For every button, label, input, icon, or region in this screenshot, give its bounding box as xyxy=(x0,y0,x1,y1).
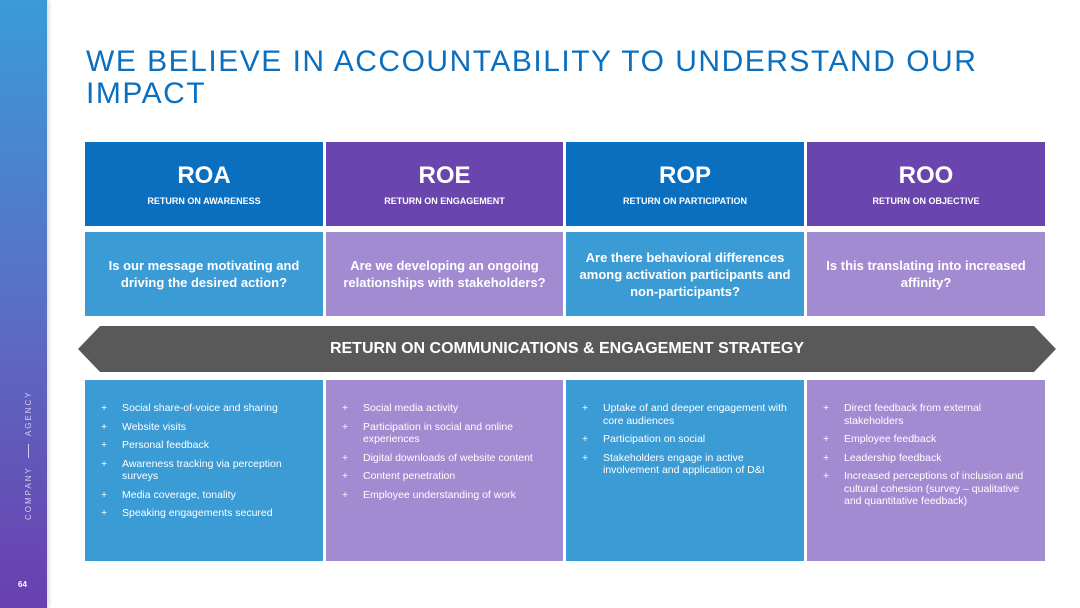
list-item-text: Content penetration xyxy=(363,470,456,482)
metrics-list-rop: + Uptake of and deeper engagement with co… xyxy=(566,380,804,561)
list-item-text: Digital downloads of website content xyxy=(363,451,533,464)
header-roe: ROE RETURN ON ENGAGEMENT xyxy=(326,142,563,226)
list-item: + Participation on social xyxy=(582,433,790,446)
plus-icon: + xyxy=(101,488,108,501)
plus-icon: + xyxy=(823,470,830,482)
plus-icon: + xyxy=(342,402,349,414)
question-roe: Are we developing an ongoing relationshi… xyxy=(326,232,563,316)
question-roo: Is this translating into increased affin… xyxy=(807,232,1045,316)
header-subtitle: RETURN ON ENGAGEMENT xyxy=(384,196,505,206)
list-item: + Leadership feedback xyxy=(823,452,1031,465)
header-abbr: ROE xyxy=(418,162,471,189)
plus-icon: + xyxy=(101,402,108,414)
list-item: + Employee feedback xyxy=(823,433,1031,446)
header-roa: ROA RETURN ON AWARENESS xyxy=(85,142,323,226)
list-item-text: Awareness tracking via perception survey… xyxy=(122,457,282,483)
brand-label: COMPANY AGENCY xyxy=(24,390,33,520)
header-rop: ROP RETURN ON PARTICIPATION xyxy=(566,142,804,226)
list-item: + Personal feedback xyxy=(101,439,309,452)
list-item: + Stakeholders engage in active involveme… xyxy=(582,452,790,477)
list-item: + Awareness tracking via perception surve… xyxy=(101,458,309,483)
list-item-text: Social share-of-voice and sharing xyxy=(122,402,278,414)
plus-icon: + xyxy=(101,420,108,433)
plus-icon: + xyxy=(823,433,830,445)
list-item: + Direct feedback from external stakehold… xyxy=(823,402,1031,427)
plus-icon: + xyxy=(582,402,589,414)
list-item: + Increased perceptions of inclusion and … xyxy=(823,470,1031,508)
plus-icon: + xyxy=(342,451,349,464)
list-item-text: Uptake of and deeper engagement with cor… xyxy=(603,402,787,427)
strategy-arrow-banner xyxy=(78,326,1056,372)
list-item: + Digital downloads of website content xyxy=(342,452,549,465)
list-item-text: Participation on social xyxy=(603,433,706,445)
list-item: + Website visits xyxy=(101,421,309,434)
page-number: 64 xyxy=(18,580,27,589)
list-item-text: Leadership feedback xyxy=(844,451,942,464)
brand-divider xyxy=(28,444,29,459)
brand-agency: AGENCY xyxy=(24,390,33,437)
list-item-text: Participation in social and online exper… xyxy=(363,420,514,446)
list-item-text: Employee feedback xyxy=(844,433,937,445)
question-rop: Are there behavioral differences among a… xyxy=(566,232,804,316)
header-subtitle: RETURN ON PARTICIPATION xyxy=(623,196,747,206)
list-item: + Participation in social and online expe… xyxy=(342,421,549,446)
list-item: + Employee understanding of work xyxy=(342,489,549,502)
header-subtitle: RETURN ON AWARENESS xyxy=(147,196,261,206)
header-subtitle: RETURN ON OBJECTIVE xyxy=(872,196,980,206)
list-item-text: Media coverage, tonality xyxy=(122,488,236,501)
strategy-banner-text: RETURN ON COMMUNICATIONS & ENGAGEMENT ST… xyxy=(329,340,805,357)
list-item: + Content penetration xyxy=(342,470,549,483)
metrics-list-roa: + Social share-of-voice and sharing + Websi… xyxy=(85,380,323,561)
header-abbr: ROP xyxy=(658,162,711,189)
plus-icon: + xyxy=(342,470,349,482)
list-item: + Uptake of and deeper engagement with co… xyxy=(582,402,790,427)
header-abbr: ROO xyxy=(898,162,954,189)
header-abbr: ROA xyxy=(177,162,231,189)
plus-icon: + xyxy=(823,402,830,414)
question-roa: Is our message motivating and driving th… xyxy=(85,232,323,316)
list-item-text: Personal feedback xyxy=(122,439,209,451)
metrics-list-roe: + Social media activity + Participation in … xyxy=(326,380,563,561)
plus-icon: + xyxy=(582,451,589,464)
list-item-text: Direct feedback from external stakeholde… xyxy=(844,402,982,427)
list-item: + Social share-of-voice and sharing xyxy=(101,402,309,415)
list-item-text: Stakeholders engage in active involvemen… xyxy=(603,451,765,477)
slide-title: WE BELIEVE IN ACCOUNTABILITY TO UNDERSTA… xyxy=(86,45,978,110)
plus-icon: + xyxy=(342,420,349,433)
list-item-text: Employee understanding of work xyxy=(363,488,516,501)
plus-icon: + xyxy=(342,488,349,501)
list-item: + Media coverage, tonality xyxy=(101,489,309,502)
plus-icon: + xyxy=(101,457,108,470)
header-roo: ROO RETURN ON OBJECTIVE xyxy=(807,142,1045,226)
metrics-list-roo: + Direct feedback from external stakehold… xyxy=(807,380,1045,561)
list-item: + Social media activity xyxy=(342,402,549,415)
sidebar-gradient: COMPANY AGENCY 64 xyxy=(0,0,47,608)
plus-icon: + xyxy=(101,507,108,519)
list-item-text: Social media activity xyxy=(363,402,459,414)
plus-icon: + xyxy=(582,433,589,445)
list-item-text: Speaking engagements secured xyxy=(122,507,273,519)
plus-icon: + xyxy=(101,439,108,451)
plus-icon: + xyxy=(823,451,830,464)
list-item-text: Website visits xyxy=(122,420,186,433)
brand-company: COMPANY xyxy=(24,466,33,520)
list-item: + Speaking engagements secured xyxy=(101,507,309,520)
list-item-text: Increased perceptions of inclusion and c… xyxy=(844,470,1024,507)
